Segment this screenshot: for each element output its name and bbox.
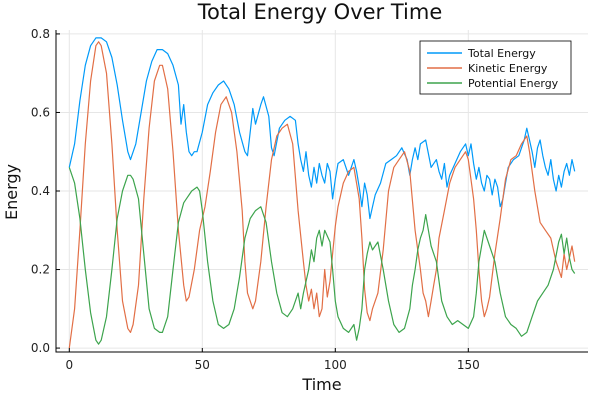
- chart-title: Total Energy Over Time: [197, 0, 443, 24]
- legend-label-total-energy: Total Energy: [467, 47, 536, 60]
- plot-area: [68, 37, 576, 349]
- y-axis-label: Energy: [2, 164, 21, 220]
- kinetic-energy-line: [68, 41, 576, 349]
- legend-label-potential-energy: Potential Energy: [468, 77, 559, 90]
- x-tick-label: 0: [65, 358, 73, 372]
- potential-energy-line: [68, 167, 576, 345]
- y-tick-label: 0.4: [31, 184, 50, 198]
- y-tick-label: 0.2: [31, 263, 50, 277]
- total-energy-line: [68, 37, 576, 220]
- y-tick-label: 0.8: [31, 27, 50, 41]
- x-tick-label: 150: [457, 358, 480, 372]
- x-axis: 0 50 100 150: [65, 348, 480, 372]
- y-axis: 0.0 0.2 0.4 0.6 0.8: [31, 27, 60, 355]
- legend: Total Energy Kinetic Energy Potential Ener…: [419, 40, 572, 95]
- y-tick-label: 0.6: [31, 105, 50, 119]
- y-tick-label: 0.0: [31, 341, 50, 355]
- axes-frame: [55, 30, 588, 353]
- x-tick-label: 100: [324, 358, 347, 372]
- x-tick-label: 50: [195, 358, 210, 372]
- legend-label-kinetic-energy: Kinetic Energy: [468, 62, 548, 75]
- x-axis-label: Time: [301, 375, 341, 394]
